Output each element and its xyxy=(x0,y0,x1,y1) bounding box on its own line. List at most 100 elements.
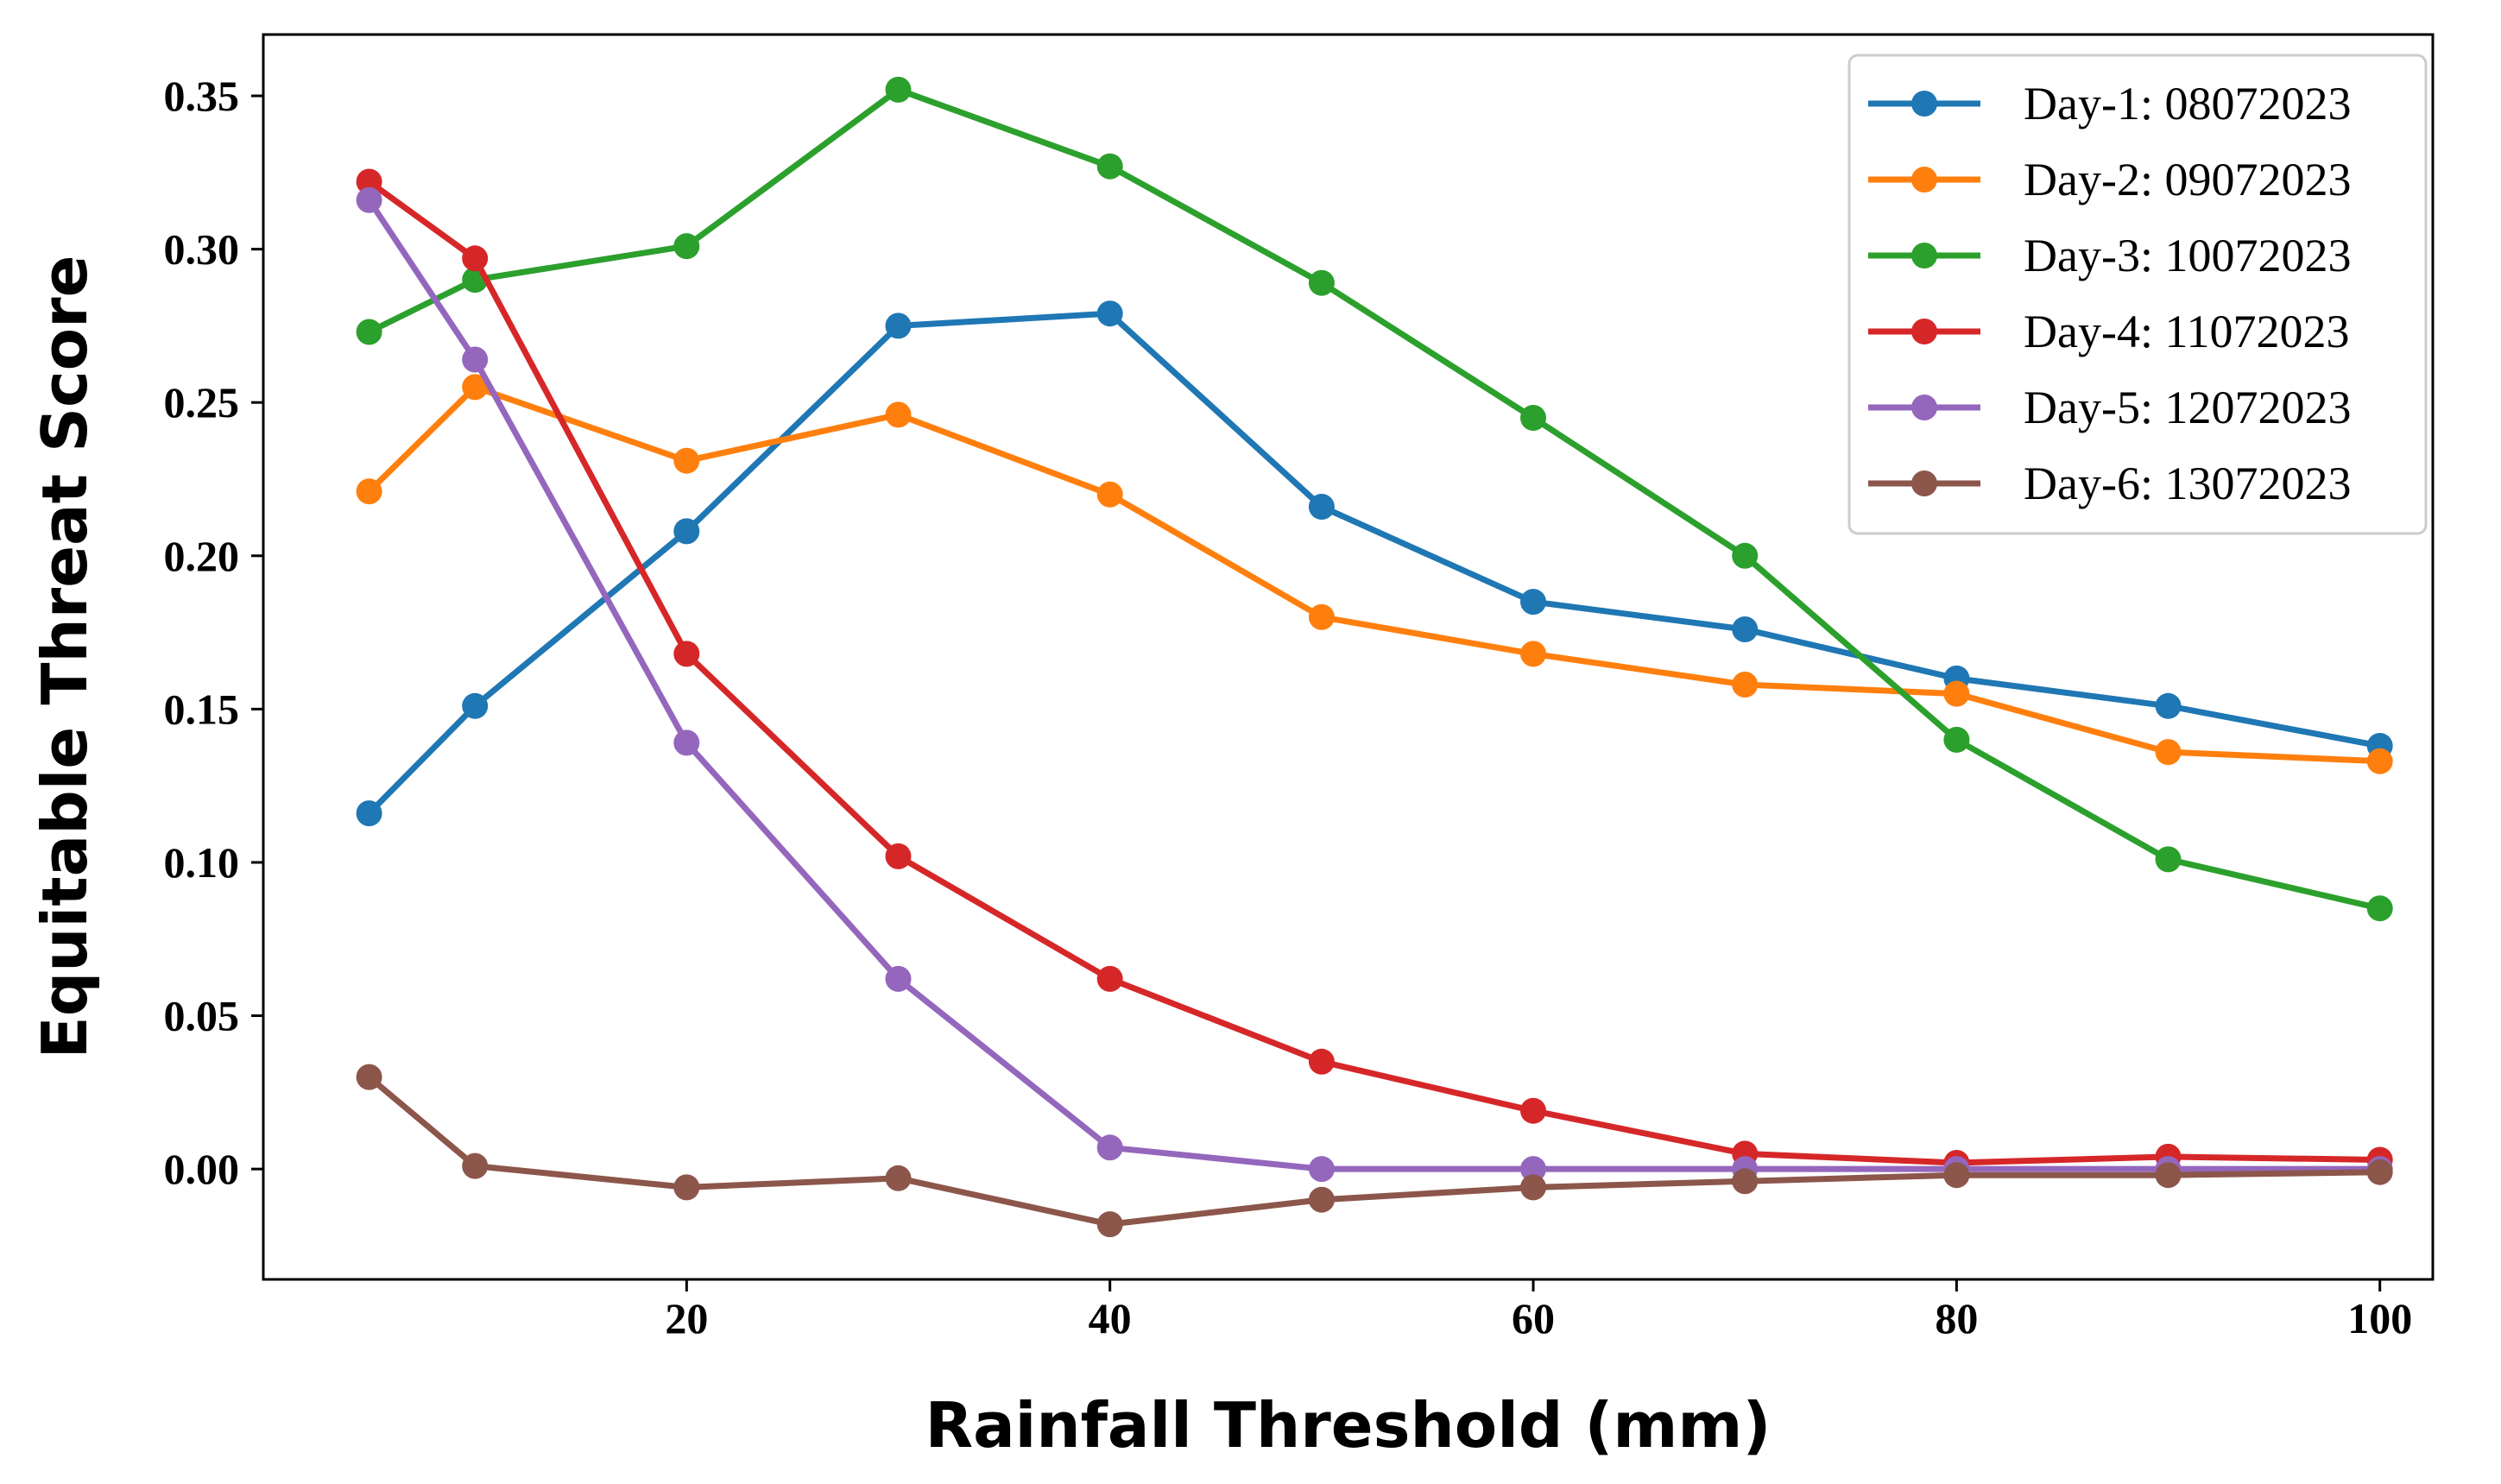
axes-layer: 20 40 60 80 100 0.00 0.05 0.10 0.15 0.20 0.25 0.30 0… xyxy=(28,33,2435,1462)
data-point xyxy=(462,346,489,373)
data-point xyxy=(1732,1168,1759,1195)
y-tick-label: 0.30 xyxy=(164,225,240,274)
legend-label: Day-1: 08072023 xyxy=(2024,78,2351,129)
x-axis-label: Rainfall Threshold (mm) xyxy=(925,1389,1772,1462)
data-point xyxy=(1308,1156,1335,1183)
data-point xyxy=(1520,1097,1546,1124)
legend-entry: Day-1: 08072023 xyxy=(1868,78,2351,129)
data-point xyxy=(885,843,912,869)
data-point xyxy=(1732,616,1759,642)
legend-marker xyxy=(1911,395,1937,420)
y-tick-label: 0.25 xyxy=(164,378,240,426)
data-point xyxy=(1520,1174,1546,1201)
data-point xyxy=(1308,1186,1335,1213)
data-point xyxy=(1308,1048,1335,1075)
x-tick-label: 100 xyxy=(2347,1294,2412,1342)
x-tick-label: 20 xyxy=(665,1294,708,1342)
data-point xyxy=(1096,481,1123,508)
legend-marker xyxy=(1911,91,1937,117)
y-tick-label: 0.00 xyxy=(164,1145,240,1193)
data-point xyxy=(885,1165,912,1191)
series-6 xyxy=(356,1064,2393,1238)
data-point xyxy=(462,692,489,719)
plot-frame xyxy=(262,33,2435,1281)
data-point xyxy=(1096,1211,1123,1238)
data-point xyxy=(673,518,700,545)
data-point xyxy=(1520,641,1546,667)
data-point xyxy=(885,401,912,428)
data-point xyxy=(2155,1162,2182,1189)
data-point xyxy=(2155,739,2182,766)
y-tick-label: 0.10 xyxy=(164,838,240,887)
data-point xyxy=(356,319,382,345)
data-point xyxy=(885,965,912,992)
data-point xyxy=(462,1152,489,1179)
x-tick-label: 80 xyxy=(1935,1294,1978,1342)
data-point xyxy=(885,313,912,339)
data-point xyxy=(673,1174,700,1201)
data-point xyxy=(2366,895,2393,922)
data-point xyxy=(1943,680,1970,707)
legend-label: Day-4: 11072023 xyxy=(2024,306,2349,357)
legend-entry: Day-2: 09072023 xyxy=(1868,154,2351,205)
series-layer xyxy=(356,76,2393,1238)
data-point xyxy=(356,168,382,195)
legend-label: Day-3: 10072023 xyxy=(2024,230,2351,281)
legend-marker xyxy=(1911,319,1937,344)
series-1 xyxy=(356,300,2393,827)
legend-label: Day-2: 09072023 xyxy=(2024,154,2351,205)
data-point xyxy=(2366,1159,2393,1185)
y-axis-label: Equitable Threat Score xyxy=(28,256,101,1059)
data-point xyxy=(1308,603,1335,630)
series-2 xyxy=(356,374,2393,774)
legend-entry: Day-5: 12072023 xyxy=(1868,382,2351,433)
data-point xyxy=(1520,589,1546,616)
y-tick-label: 0.20 xyxy=(164,532,240,580)
data-point xyxy=(1943,1162,1970,1189)
data-point xyxy=(1732,542,1759,569)
data-point xyxy=(673,641,700,667)
data-point xyxy=(2155,846,2182,873)
series-3 xyxy=(356,76,2393,922)
data-point xyxy=(462,245,489,272)
data-point xyxy=(356,1064,382,1090)
legend-label: Day-6: 13072023 xyxy=(2024,458,2351,509)
data-point xyxy=(356,800,382,827)
data-point xyxy=(1096,965,1123,992)
legend-entry: Day-4: 11072023 xyxy=(1868,306,2349,357)
data-point xyxy=(1520,1156,1546,1183)
data-point xyxy=(1096,300,1123,327)
y-tick-label: 0.05 xyxy=(164,992,240,1040)
data-point xyxy=(1096,1134,1123,1161)
legend-marker xyxy=(1911,243,1937,268)
legend: Day-1: 08072023 Day-2: 09072023 Day-3: 100… xyxy=(1847,54,2428,535)
data-point xyxy=(2155,692,2182,719)
series-line xyxy=(366,1074,2384,1228)
y-tick-label: 0.35 xyxy=(164,72,240,120)
data-point xyxy=(1732,672,1759,698)
data-point xyxy=(1308,269,1335,296)
legend-label: Day-5: 12072023 xyxy=(2024,382,2351,433)
data-point xyxy=(1308,494,1335,520)
y-tick-label: 0.15 xyxy=(164,685,240,733)
data-point xyxy=(1520,405,1546,431)
data-point xyxy=(673,233,700,260)
legend-marker xyxy=(1911,470,1937,496)
data-point xyxy=(462,374,489,401)
data-point xyxy=(1096,153,1123,180)
data-point xyxy=(356,186,382,213)
data-point xyxy=(2366,748,2393,774)
legend-entry: Day-3: 10072023 xyxy=(1868,230,2351,281)
data-point xyxy=(673,447,700,474)
data-point xyxy=(885,76,912,103)
x-tick-label: 60 xyxy=(1512,1294,1555,1342)
x-tick-label: 40 xyxy=(1089,1294,1132,1342)
legend-entry: Day-6: 13072023 xyxy=(1868,458,2351,509)
data-point xyxy=(356,478,382,505)
legend-marker xyxy=(1911,167,1937,193)
data-point xyxy=(673,729,700,756)
legend-box xyxy=(1847,54,2428,535)
data-point xyxy=(1943,726,1970,753)
